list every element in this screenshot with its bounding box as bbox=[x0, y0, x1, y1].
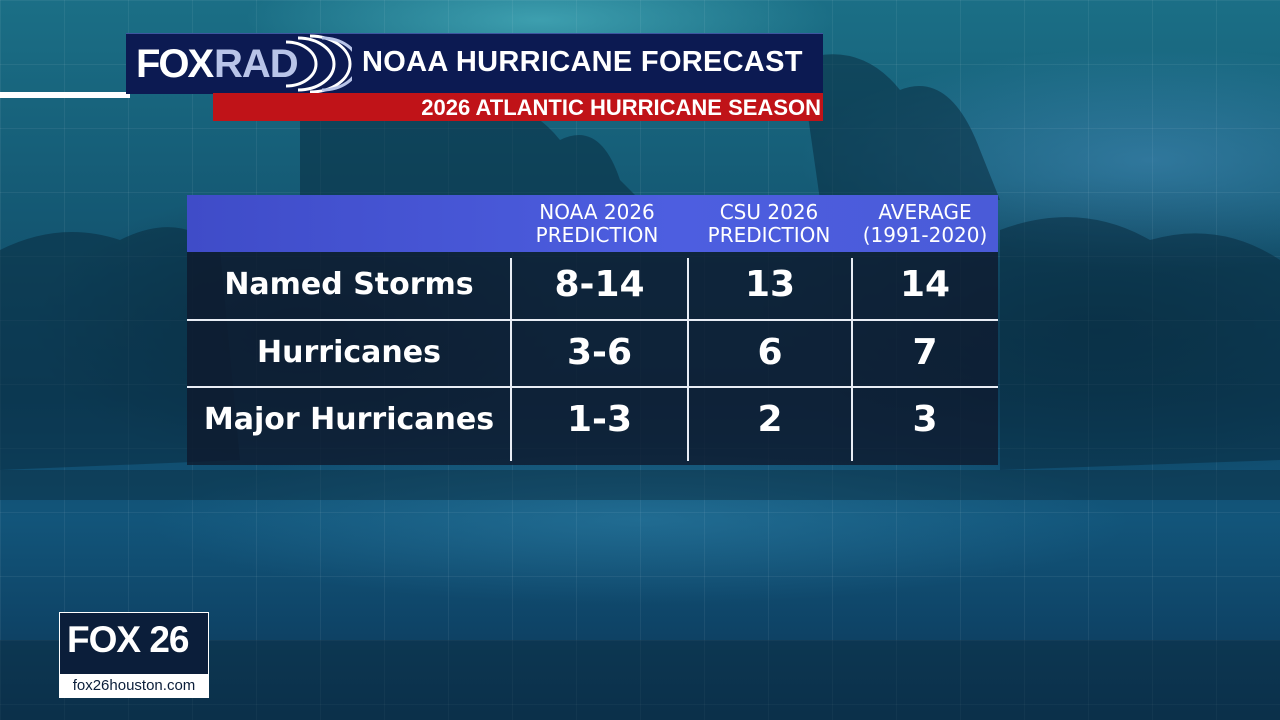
table-header: NOAA 2026 PREDICTION CSU 2026 PREDICTION… bbox=[187, 195, 998, 252]
table-row: Hurricanes 3-6 6 7 bbox=[187, 320, 998, 386]
column-header-noaa: NOAA 2026 PREDICTION bbox=[535, 200, 659, 247]
row-label-major-hurricanes: Major Hurricanes bbox=[203, 402, 495, 437]
cell-csu: 13 bbox=[744, 264, 796, 305]
column-header-csu: CSU 2026 PREDICTION bbox=[707, 200, 831, 247]
row-divider bbox=[187, 319, 998, 321]
table-row: Major Hurricanes 1-3 2 3 bbox=[187, 387, 998, 453]
station-logo: FOX 26 fox26houston.com bbox=[59, 612, 209, 698]
row-label-named-storms: Named Storms bbox=[224, 267, 474, 302]
page-subtitle: 2026 ATLANTIC HURRICANE SEASON bbox=[421, 95, 821, 120]
forecast-table: NOAA 2026 PREDICTION CSU 2026 PREDICTION… bbox=[187, 195, 998, 465]
column-divider bbox=[851, 258, 853, 461]
radar-waves-icon bbox=[285, 34, 352, 94]
cell-noaa: 1-3 bbox=[566, 399, 633, 440]
row-label-hurricanes: Hurricanes bbox=[257, 335, 441, 370]
header-banner: FOX RAD NOAA HURRICANE FORECAST bbox=[126, 33, 823, 94]
cell-average: 7 bbox=[912, 332, 938, 373]
column-header-average: AVERAGE (1991-2020) bbox=[862, 200, 988, 247]
cell-csu: 2 bbox=[757, 399, 783, 440]
cell-csu: 6 bbox=[757, 332, 783, 373]
table-row: Named Storms 8-14 13 14 bbox=[187, 252, 998, 318]
row-divider bbox=[187, 386, 998, 388]
station-url: fox26houston.com bbox=[60, 674, 208, 697]
column-divider bbox=[687, 258, 689, 461]
column-divider bbox=[510, 258, 512, 461]
station-name: FOX 26 bbox=[67, 619, 189, 660]
cell-average: 14 bbox=[899, 264, 951, 305]
cell-noaa: 8-14 bbox=[554, 264, 645, 305]
page-title: NOAA HURRICANE FORECAST bbox=[362, 46, 803, 78]
table-body: Named Storms 8-14 13 14 Hurricanes 3-6 6… bbox=[187, 252, 998, 465]
subtitle-banner: 2026 ATLANTIC HURRICANE SEASON bbox=[213, 93, 823, 121]
cell-noaa: 3-6 bbox=[566, 332, 633, 373]
cell-average: 3 bbox=[912, 399, 938, 440]
header-accent-line bbox=[0, 92, 130, 98]
foxrad-logo-rad: RAD bbox=[214, 42, 299, 86]
foxrad-logo-fox: FOX bbox=[136, 42, 214, 86]
